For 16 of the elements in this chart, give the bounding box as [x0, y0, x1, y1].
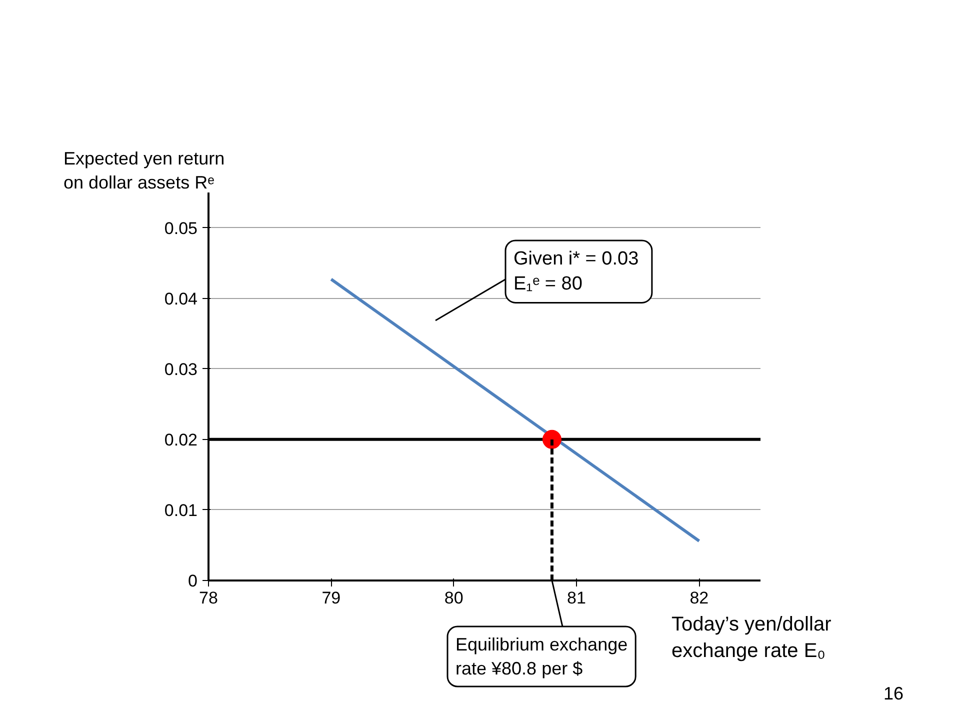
- y-tick-label: 0.02: [164, 430, 198, 450]
- x-tick-label: 79: [322, 588, 341, 608]
- y-tick-label: 0: [188, 572, 198, 590]
- y-tick-label: 0.04: [164, 289, 198, 308]
- x-tick-label: 78: [199, 588, 218, 608]
- x-axis-title: Today’s yen/dollar exchange rate E₀: [672, 614, 832, 662]
- x-tick-label: 81: [567, 588, 586, 608]
- y-tick-label: 0.05: [164, 218, 198, 238]
- annotation: Given i* = 0.03 E₁ᵉ = 80: [514, 248, 639, 295]
- annotation: Equilibrium exchange rate ¥80.8 per $: [456, 634, 628, 678]
- y-axis-title: Expected yen return on dollar assets Rᵉ: [64, 148, 225, 192]
- x-tick-label: 80: [444, 588, 464, 608]
- y-tick-label: 0.03: [164, 360, 198, 379]
- text: 16: [884, 684, 904, 704]
- x-tick-label: 82: [690, 588, 709, 608]
- y-tick-label: 0.01: [164, 500, 198, 520]
